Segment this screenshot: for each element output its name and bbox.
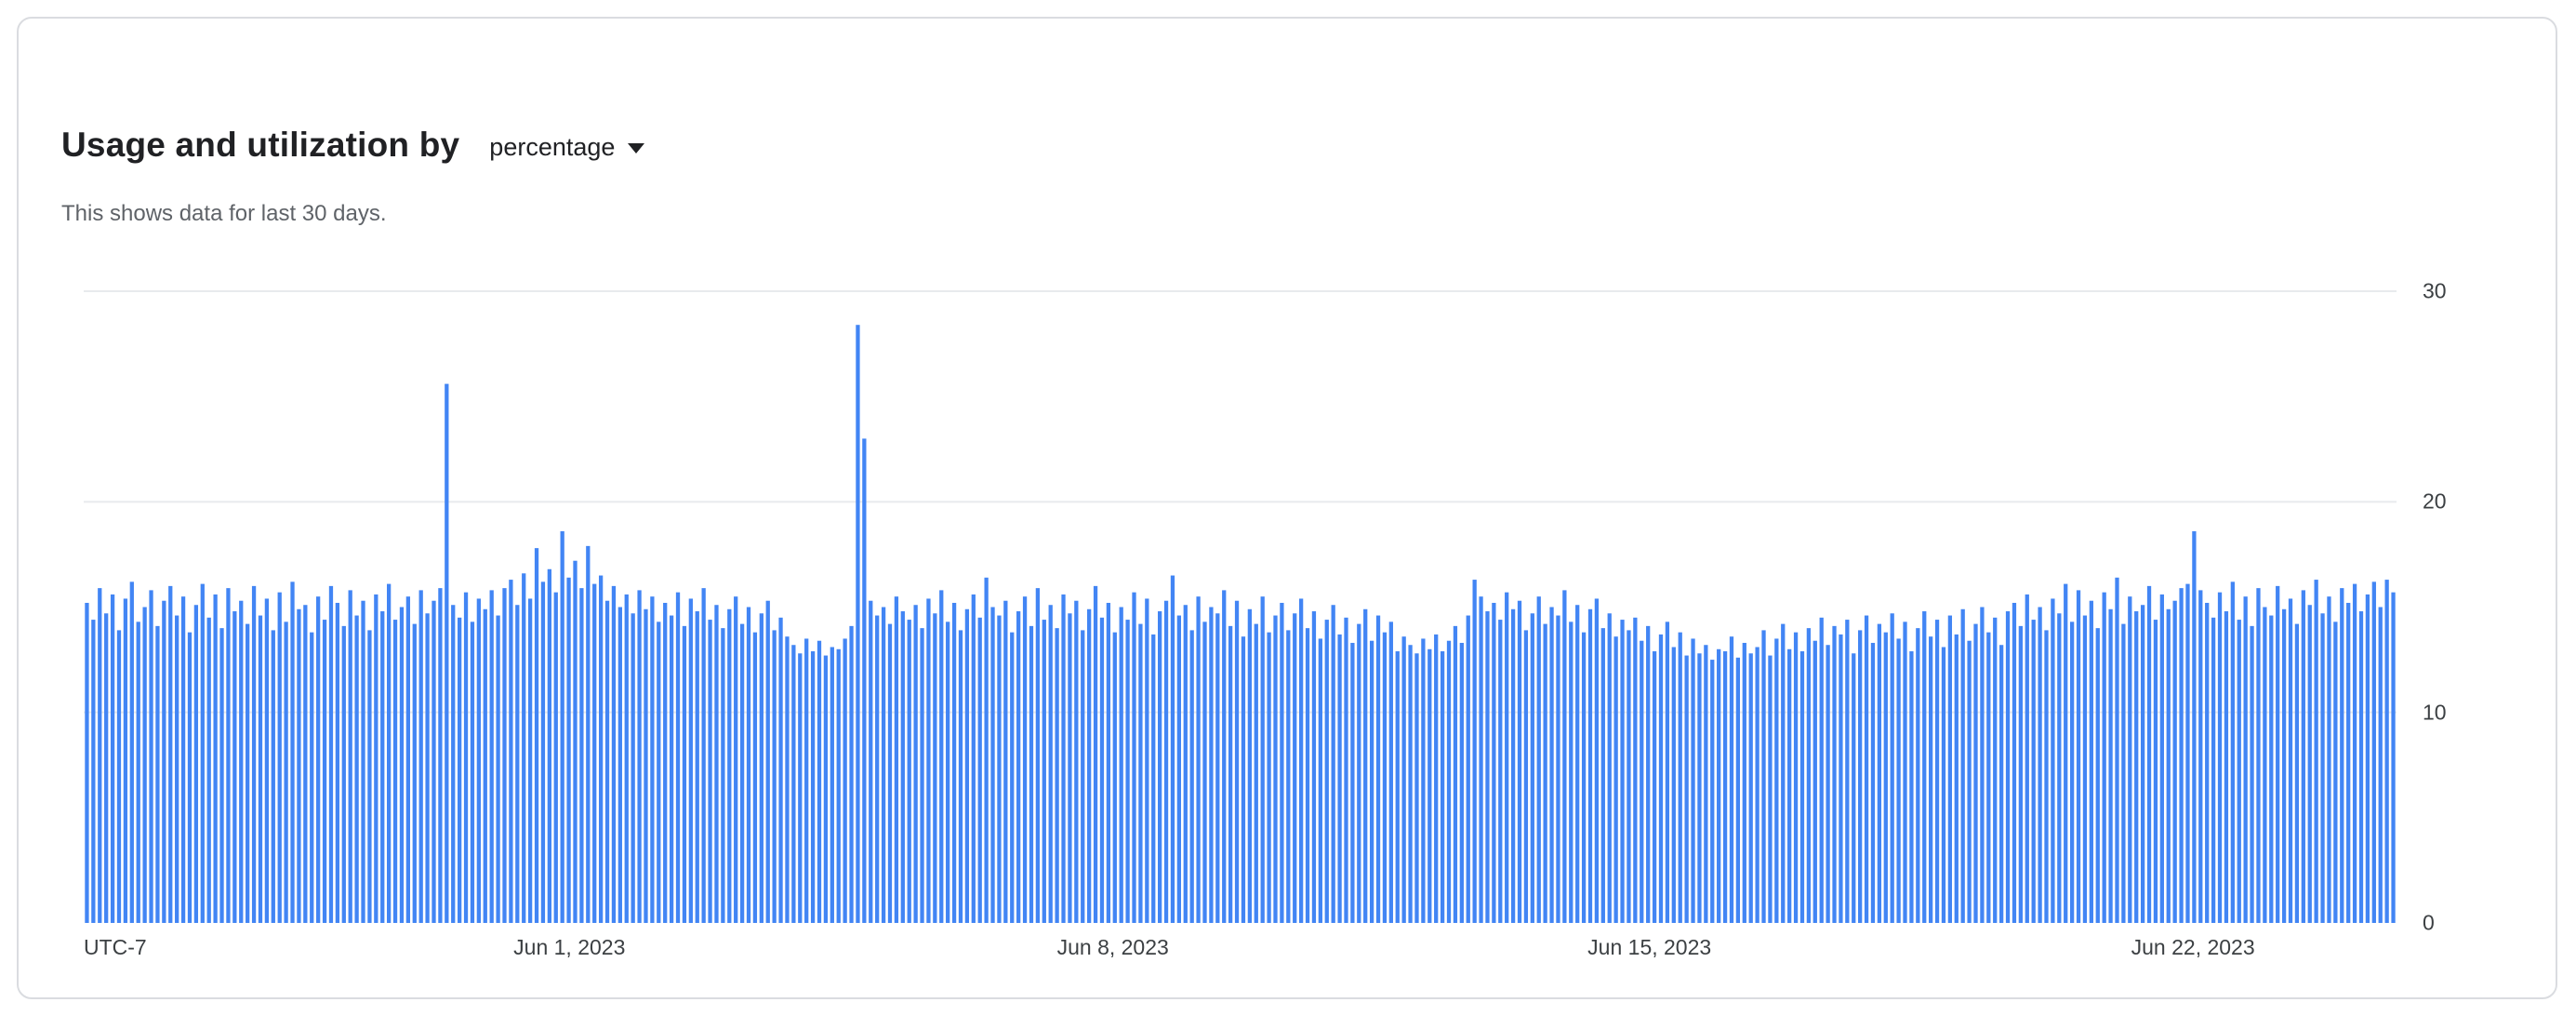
card-subtitle: This shows data for last 30 days. [61,201,387,226]
x-axis-label: Jun 1, 2023 [513,935,626,959]
bars-group [85,325,2396,924]
y-axis-label: 10 [2423,700,2447,725]
x-axis-label: Jun 8, 2023 [1056,935,1169,959]
y-axis-label: 0 [2423,910,2435,935]
chevron-down-icon [628,143,645,154]
usage-chart: 0 10 20 30 UTC-7 Jun 1, 2023 Jun 8, 2023 Jun … [84,279,2447,959]
metric-dropdown-value: percentage [489,132,616,161]
y-axis-label: 30 [2423,278,2447,303]
timezone-label: UTC-7 [84,935,147,959]
x-axis-label: Jun 22, 2023 [2131,935,2255,959]
y-axis-label: 20 [2423,488,2447,514]
card-title: Usage and utilization by [61,126,460,164]
x-axis: UTC-7 Jun 1, 2023 Jun 8, 2023 Jun 15, 2023… [84,935,2397,972]
chart-plot[interactable] [84,290,2397,924]
card-header: Usage and utilization by percentage [61,126,646,165]
usage-utilization-card: Usage and utilization by percentage This… [17,17,2557,999]
x-axis-label: Jun 15, 2023 [1587,935,1712,959]
metric-dropdown[interactable]: percentage [487,129,646,162]
gridlines-group [84,290,2397,714]
